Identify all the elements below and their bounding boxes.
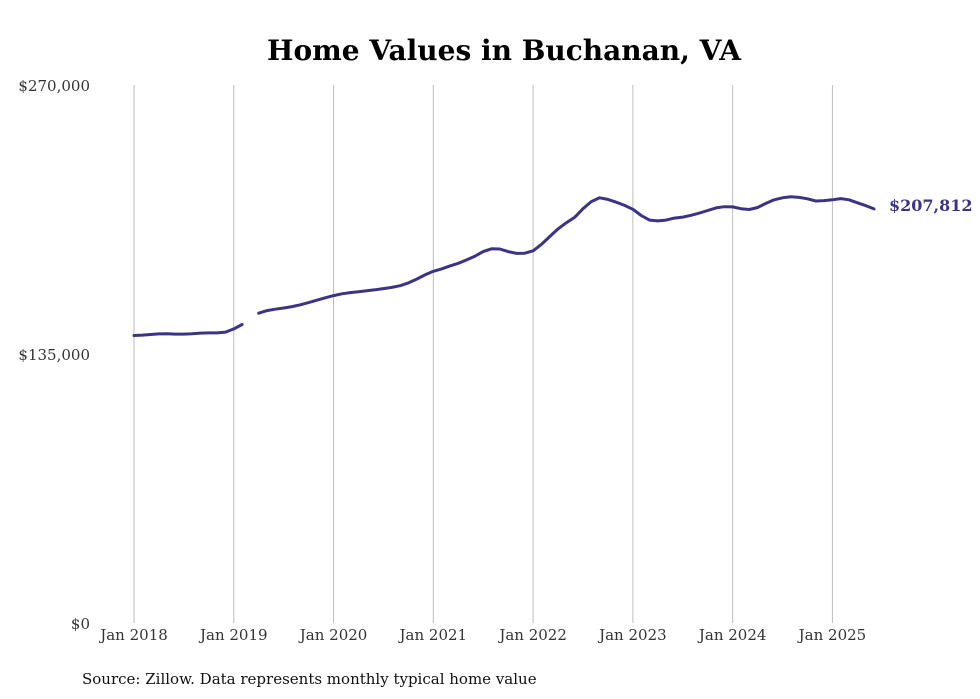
gridlines <box>133 85 833 623</box>
x-tick-label: Jan 2025 <box>797 626 867 644</box>
x-tick-label: Jan 2021 <box>398 626 468 644</box>
series-line-segment-0 <box>132 323 244 337</box>
x-tick-label: Jan 2018 <box>98 626 168 644</box>
chart-title: Home Values in Buchanan, VA <box>267 34 742 67</box>
y-axis-ticks: $0 $135,000 $270,000 <box>18 77 90 633</box>
y-tick-label: $135,000 <box>18 346 90 364</box>
x-tick-label: Jan 2019 <box>198 626 268 644</box>
x-tick-label: Jan 2023 <box>597 626 667 644</box>
source-note: Source: Zillow. Data represents monthly … <box>82 670 537 688</box>
x-tick-label: Jan 2020 <box>298 626 368 644</box>
end-value-label: $207,812 <box>889 196 973 215</box>
x-axis-ticks: Jan 2018 Jan 2019 Jan 2020 Jan 2021 Jan 2022… <box>98 626 866 644</box>
series-line-segment-1 <box>257 195 876 315</box>
y-tick-label: $270,000 <box>18 77 90 95</box>
x-tick-label: Jan 2022 <box>497 626 567 644</box>
series-line-group <box>132 195 876 337</box>
x-tick-label: Jan 2024 <box>697 626 767 644</box>
y-tick-label: $0 <box>71 615 90 633</box>
